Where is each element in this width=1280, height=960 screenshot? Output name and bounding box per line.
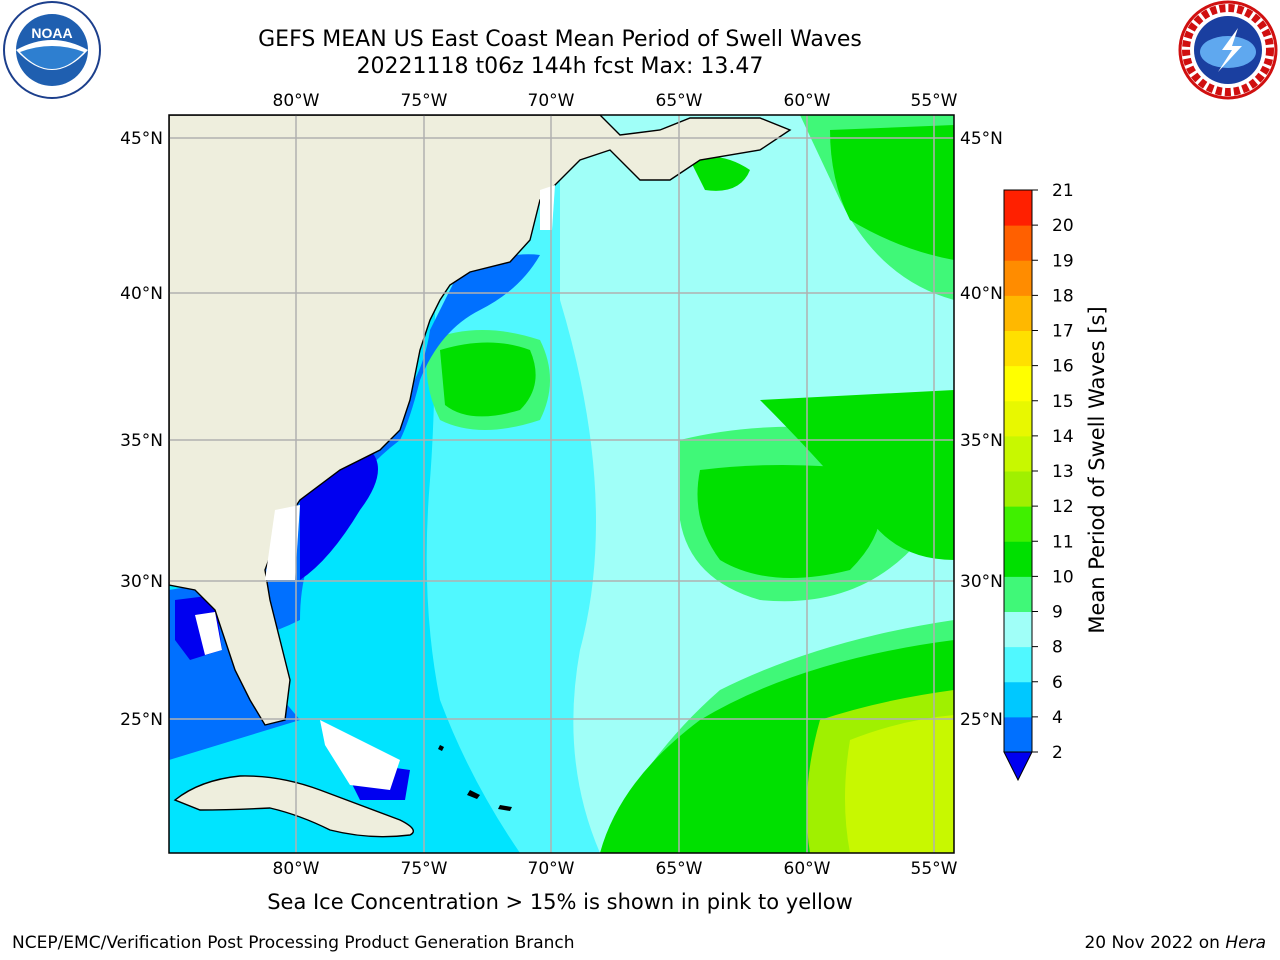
noaa-logo: NOAA [3, 1, 101, 99]
lat-label-left: 40°N [120, 284, 163, 304]
colorbar-bin [1004, 435, 1032, 472]
lon-label-bottom: 60°W [784, 859, 831, 879]
lat-label-left: 35°N [120, 431, 163, 451]
lon-label-top: 80°W [273, 91, 320, 111]
colorbar-level-label: 10 [1052, 567, 1074, 587]
colorbar-level-label: 20 [1052, 216, 1074, 236]
lon-label-top: 55°W [911, 91, 958, 111]
swell-zone-12-13 [845, 715, 954, 853]
lon-label-bottom: 70°W [528, 859, 575, 879]
no-data-bahamas-bank [320, 720, 400, 790]
map-area [169, 115, 954, 853]
map-frame [168, 114, 955, 854]
colorbar-under-arrow [1003, 751, 1033, 782]
footer-credit: NCEP/EMC/Verification Post Processing Pr… [12, 933, 575, 953]
cuba-landmass [173, 775, 414, 838]
colorbar-bin [1004, 400, 1032, 437]
colorbar-title: Mean Period of Swell Waves [s] [1085, 306, 1109, 634]
lat-label-right: 35°N [960, 431, 1003, 451]
colorbar: 2 4 6 8 9 10 11 12 13 14 15 16 17 18 19 20 21 [1003, 181, 1074, 782]
lon-label-bottom: 80°W [273, 859, 320, 879]
noaa-logo-text: NOAA [31, 25, 72, 41]
colorbar-bin [1004, 681, 1032, 718]
swell-zone-10-11-hatteras [440, 342, 536, 417]
colorbar-level-label: 4 [1052, 708, 1063, 728]
colorbar-level-label: 17 [1052, 322, 1074, 342]
colorbar-bin [1004, 295, 1032, 331]
lon-label-bottom: 75°W [401, 859, 448, 879]
map-subtitle: 20221118 t06z 144h fcst Max: 13.47 [356, 54, 764, 79]
colorbar-bin [1004, 190, 1032, 226]
colorbar-level-label: 21 [1052, 181, 1074, 201]
colorbar-level-label: 14 [1052, 427, 1074, 447]
colorbar-level-label: 9 [1052, 603, 1063, 623]
lon-label-bottom: 65°W [656, 859, 703, 879]
footer-machine: Hera [1225, 933, 1266, 953]
lat-label-left: 25°N [120, 710, 163, 730]
colorbar-level-label: 12 [1052, 497, 1074, 517]
swell-zone-10-11-nova-scotia [690, 156, 750, 191]
sea-ice-note: Sea Ice Concentration > 15% is shown in … [267, 890, 853, 914]
lat-label-left: 45°N [120, 129, 163, 149]
colorbar-bin [1004, 225, 1032, 261]
footer-date: 20 Nov 2022 on Hera [1084, 933, 1266, 953]
colorbar-level-label: 2 [1052, 743, 1063, 763]
swell-zone-10-11-north [830, 125, 954, 260]
swell-zone-10-11-east [760, 390, 954, 560]
no-data-florida-coast [265, 505, 300, 580]
lat-label-right: 45°N [960, 129, 1003, 149]
lon-label-top: 70°W [528, 91, 575, 111]
no-data-gulf [195, 612, 222, 655]
colorbar-bin [1004, 716, 1032, 753]
swell-zone-10-11-central [697, 465, 882, 578]
colorbar-level-label: 18 [1052, 286, 1074, 306]
footer-date-text: 20 Nov 2022 on [1084, 933, 1220, 953]
colorbar-bin [1004, 576, 1032, 612]
north-america-landmass [169, 115, 792, 726]
colorbar-bin [1004, 260, 1032, 296]
colorbar-level-label: 13 [1052, 462, 1074, 482]
lat-label-right: 30°N [960, 572, 1003, 592]
lat-label-left: 30°N [120, 572, 163, 592]
map-gridlines [169, 115, 954, 853]
map-title: GEFS MEAN US East Coast Mean Period of S… [258, 27, 862, 52]
colorbar-bin [1004, 506, 1032, 542]
colorbar-bin [1004, 541, 1032, 577]
colorbar-bin [1004, 611, 1032, 648]
colorbar-level-label: 15 [1052, 392, 1074, 412]
lat-label-right: 40°N [960, 284, 1003, 304]
lon-label-top: 75°W [401, 91, 448, 111]
colorbar-level-label: 19 [1052, 251, 1074, 271]
colorbar-bin [1004, 365, 1032, 402]
lon-label-top: 65°W [656, 91, 703, 111]
colorbar-level-label: 8 [1052, 638, 1063, 658]
lon-label-top: 60°W [784, 91, 831, 111]
colorbar-level-label: 11 [1052, 532, 1074, 552]
lon-label-bottom: 55°W [911, 859, 958, 879]
lat-label-right: 25°N [960, 710, 1003, 730]
caribbean-islands [438, 745, 512, 811]
colorbar-bin [1004, 330, 1032, 367]
colorbar-level-label: 6 [1052, 673, 1063, 693]
colorbar-bin [1004, 471, 1032, 507]
colorbar-bin [1004, 646, 1032, 683]
colorbar-level-label: 16 [1052, 357, 1074, 377]
nws-logo [1178, 0, 1278, 100]
